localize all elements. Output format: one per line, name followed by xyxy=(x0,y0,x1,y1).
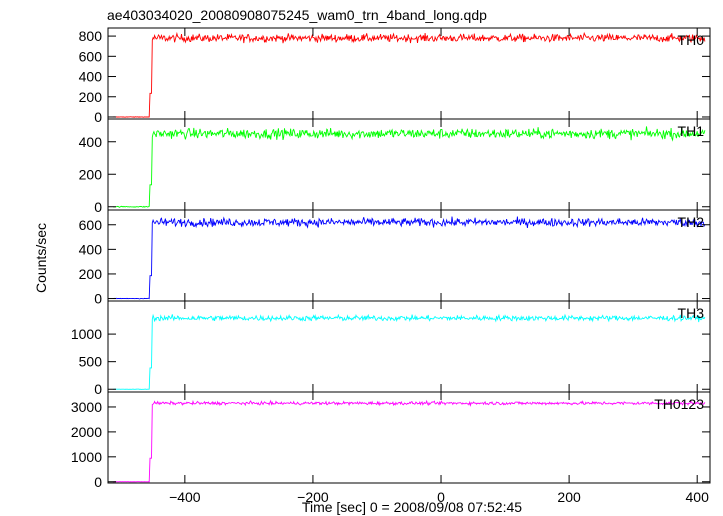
x-tick-label: 200 xyxy=(557,489,581,505)
y-tick-label: 2000 xyxy=(71,424,102,440)
series-line-th0123 xyxy=(113,399,706,483)
y-tick-label: 0 xyxy=(94,381,102,397)
x-axis-label: Time [sec] 0 = 2008/09/08 07:52:45 xyxy=(302,499,522,515)
y-tick-label: 200 xyxy=(79,266,103,282)
y-tick-label: 400 xyxy=(79,134,103,150)
x-tick-label: −200 xyxy=(297,489,329,505)
panel-label-th0: TH0 xyxy=(678,32,705,48)
x-tick-label: 400 xyxy=(686,489,710,505)
y-tick-label: 3000 xyxy=(71,399,102,415)
y-tick-label: 1000 xyxy=(71,326,102,342)
panel-label-th1: TH1 xyxy=(678,123,705,139)
y-tick-label: 0 xyxy=(94,109,102,125)
y-tick-label: 500 xyxy=(79,354,103,370)
y-tick-label: 200 xyxy=(79,89,103,105)
panel-frame xyxy=(107,300,711,393)
y-tick-label: 400 xyxy=(79,241,103,257)
series-line-th0 xyxy=(113,31,706,118)
y-tick-label: 0 xyxy=(94,291,102,307)
y-tick-label: 800 xyxy=(79,28,103,44)
y-tick-label: 200 xyxy=(79,166,103,182)
panel-label-th3: TH3 xyxy=(678,305,705,321)
x-tick-label: −400 xyxy=(169,489,201,505)
y-tick-label: 600 xyxy=(79,48,103,64)
chart-title: ae403034020_20080908075245_wam0_trn_4ban… xyxy=(107,7,487,23)
y-tick-label: 600 xyxy=(79,217,103,233)
y-tick-label: 400 xyxy=(79,69,103,85)
y-tick-label: 0 xyxy=(94,474,102,490)
series-line-th3 xyxy=(113,313,706,390)
series-line-th1 xyxy=(112,126,706,208)
panel-label-th0123: TH0123 xyxy=(654,396,704,412)
y-tick-label: 1000 xyxy=(71,449,102,465)
y-tick-label: 0 xyxy=(94,199,102,215)
panel-frame xyxy=(107,27,711,120)
panels-group: 0 200 400 600 800 TH0 0 200 400 TH1 0 200 400 600 TH2 0… xyxy=(71,27,711,505)
y-axis-label: Counts/sec xyxy=(33,223,49,293)
x-tick-label: 0 xyxy=(437,489,445,505)
series-line-th2 xyxy=(113,216,706,300)
panel-frame xyxy=(107,391,711,484)
panel-label-th2: TH2 xyxy=(678,214,705,230)
